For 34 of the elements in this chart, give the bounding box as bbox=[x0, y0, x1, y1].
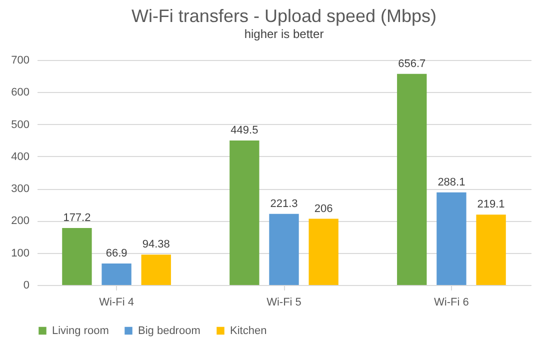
bar bbox=[102, 263, 132, 285]
x-tick-label: Wi-Fi 4 bbox=[99, 296, 134, 308]
bar bbox=[141, 254, 171, 285]
data-label: 288.1 bbox=[438, 176, 466, 188]
x-tick-label: Wi-Fi 6 bbox=[434, 296, 469, 308]
legend-label: Big bedroom bbox=[138, 324, 200, 337]
y-tick-label: 500 bbox=[11, 118, 30, 131]
data-label: 219.1 bbox=[477, 198, 505, 211]
bar bbox=[308, 218, 338, 285]
bar bbox=[397, 74, 427, 285]
bar bbox=[230, 140, 260, 285]
y-tick-label: 200 bbox=[11, 215, 30, 228]
legend-label: Kitchen bbox=[230, 324, 267, 337]
data-label: 449.5 bbox=[230, 124, 258, 137]
data-label: 94.38 bbox=[142, 238, 170, 251]
legend-label: Living room bbox=[52, 324, 109, 337]
y-tick-label: 0 bbox=[23, 280, 30, 292]
x-tick-label: Wi-Fi 5 bbox=[266, 296, 302, 308]
y-tick-label: 100 bbox=[11, 247, 30, 260]
bar bbox=[62, 228, 92, 285]
chart-title: Wi-Fi transfers - Upload speed (Mbps) bbox=[131, 6, 437, 26]
bar bbox=[436, 192, 466, 285]
data-label: 66.9 bbox=[106, 247, 128, 260]
data-label: 656.7 bbox=[398, 58, 426, 70]
data-label: 206 bbox=[314, 202, 333, 215]
y-tick-label: 300 bbox=[11, 183, 30, 196]
data-label: 177.2 bbox=[63, 212, 91, 224]
bar bbox=[476, 214, 506, 285]
bar bbox=[269, 214, 299, 285]
y-tick-label: 600 bbox=[11, 86, 30, 99]
chart-subtitle: higher is better bbox=[244, 27, 324, 41]
data-label: 221.3 bbox=[270, 198, 298, 210]
y-tick-label: 700 bbox=[11, 54, 30, 66]
y-tick-label: 400 bbox=[11, 150, 30, 163]
